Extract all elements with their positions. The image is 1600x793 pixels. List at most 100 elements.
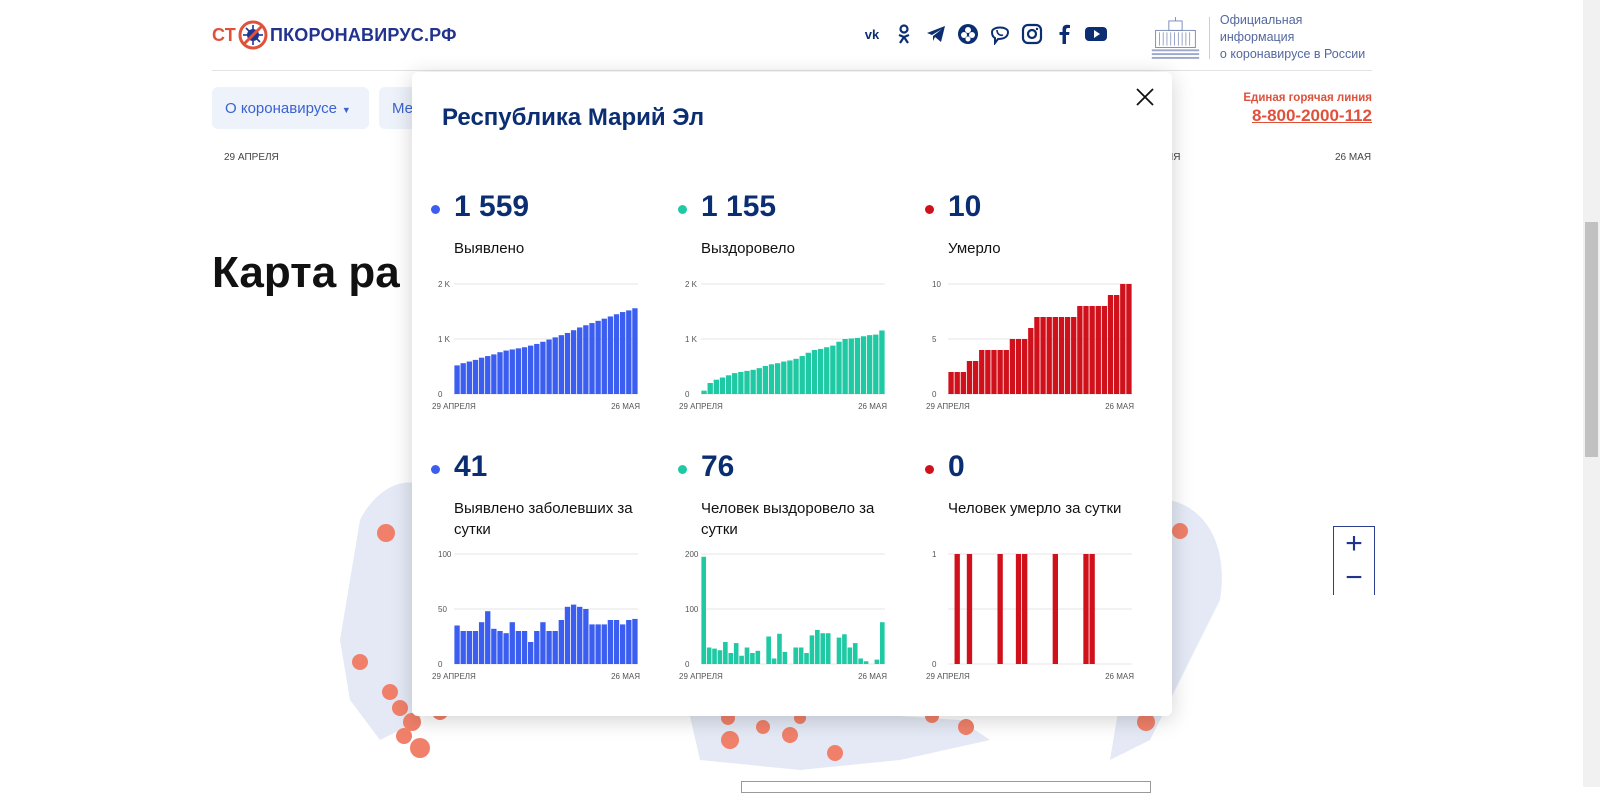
chart-bar: [1083, 306, 1089, 394]
chart-bar: [1089, 554, 1095, 664]
chart-bar: [948, 372, 954, 394]
stat-bar-chart: 1 0 29 АПРЕЛЯ 26 МАЯ: [926, 550, 1134, 681]
chart-bar: [528, 345, 534, 394]
x-tick-label-start: 29 АПРЕЛЯ: [432, 402, 476, 411]
facebook-icon[interactable]: [1052, 22, 1076, 46]
stat-label: Выздоровело: [701, 240, 796, 257]
x-tick-label-end: 26 МАЯ: [611, 672, 640, 681]
chart-bar: [985, 350, 991, 394]
chart-bar: [728, 653, 734, 664]
chart-bar: [954, 372, 960, 394]
chart-bar: [732, 373, 738, 394]
chart-bar: [991, 350, 997, 394]
chart-bar: [738, 372, 744, 394]
x-tick-label-end: 26 МАЯ: [1105, 672, 1134, 681]
chart-bar: [799, 356, 805, 394]
chart-bar: [1003, 350, 1009, 394]
y-tick-label: 2 K: [685, 280, 698, 289]
chart-bar: [707, 383, 713, 394]
chart-bar: [815, 629, 820, 664]
chart-bar: [540, 341, 546, 394]
ok-icon[interactable]: [892, 22, 916, 46]
chart-bar: [1083, 554, 1089, 664]
chart-bar: [466, 361, 472, 394]
chart-bar: [601, 624, 607, 664]
chart-bar: [613, 620, 620, 664]
hotline-number[interactable]: 8-800-2000-112: [1251, 106, 1372, 125]
chart-bar: [491, 628, 497, 664]
timeline-date-start: 29 АПРЕЛЯ: [224, 152, 279, 163]
y-tick-label: 2 K: [438, 280, 451, 289]
chart-bar: [515, 348, 522, 394]
nav-about-coronavirus[interactable]: О коронавирусе ▼: [212, 87, 369, 129]
chart-bar: [873, 334, 879, 394]
viber-icon[interactable]: [988, 22, 1012, 46]
page-scrollbar[interactable]: [1583, 0, 1600, 787]
chart-bar: [620, 312, 626, 394]
chart-bar: [744, 370, 750, 394]
chart-bar: [997, 554, 1003, 664]
chart-bar: [824, 347, 830, 394]
stat-value: 76: [701, 450, 735, 483]
chart-bar: [534, 631, 540, 664]
chart-bar: [966, 554, 973, 664]
chart-bar: [589, 624, 595, 664]
chart-bar: [842, 634, 847, 664]
government-info-link[interactable]: Официальная информация о коронавирусе в …: [1148, 12, 1372, 63]
divider: [1208, 16, 1210, 59]
site-logo[interactable]: СТ ПКОРОНАВИРУС.РФ: [212, 20, 457, 50]
zoom-out-button[interactable]: −: [1345, 561, 1363, 594]
logo-text-part1: СТ: [212, 24, 236, 45]
chart-bar: [1058, 317, 1065, 394]
chart-bar: [552, 337, 558, 394]
chart-bar: [1089, 306, 1095, 394]
chart-bar: [460, 363, 466, 394]
chart-bar: [1040, 317, 1046, 394]
chart-bar: [863, 661, 869, 664]
chart-bar: [595, 320, 601, 394]
instagram-icon[interactable]: [1020, 22, 1044, 46]
chart-bar: [460, 631, 466, 664]
chart-bar: [1015, 554, 1022, 664]
chart-bar: [564, 332, 571, 394]
chart-bar: [466, 631, 472, 664]
chart-bar: [601, 318, 607, 394]
chart-bar: [515, 631, 522, 664]
hotline: Единая горячая линия 8-800-2000-112: [1243, 92, 1372, 126]
chart-bar: [805, 352, 811, 394]
chart-bar: [1114, 295, 1120, 394]
chart-bar: [1107, 295, 1114, 394]
chart-bar: [782, 651, 788, 664]
telegram-icon[interactable]: [924, 22, 948, 46]
close-icon[interactable]: [1134, 86, 1156, 108]
chart-bar: [1101, 306, 1108, 394]
logo-text-part2: ПКОРОНАВИРУС.РФ: [269, 24, 457, 45]
timeline-date-end: 26 МАЯ: [1335, 152, 1372, 163]
chart-bar: [781, 361, 787, 394]
y-tick-label: 0: [685, 660, 690, 669]
chart-bar: [739, 655, 744, 664]
chart-bar: [546, 339, 552, 394]
viber-flower-icon[interactable]: [956, 22, 980, 46]
stat-card: 1 559 Выявлено 2 K 1 K 0 29 АПРЕЛЯ 26 МАЯ: [430, 178, 670, 438]
vk-icon[interactable]: vk: [864, 26, 880, 42]
x-tick-label-end: 26 МАЯ: [858, 672, 887, 681]
region-title: Республика Марий Эл: [442, 104, 705, 131]
chart-bar: [626, 620, 632, 664]
chart-bar: [503, 633, 509, 664]
y-tick-label: 0: [932, 390, 937, 399]
youtube-icon[interactable]: [1084, 22, 1108, 46]
stat-card: 0 Человек умерло за сутки 1 0 29 АПРЕЛЯ 26 МА…: [924, 438, 1164, 698]
chart-bar: [540, 622, 546, 664]
y-tick-label: 0: [438, 390, 443, 399]
x-tick-label-end: 26 МАЯ: [1105, 402, 1134, 411]
hotline-label: Единая горячая линия: [1243, 92, 1372, 104]
chart-bar: [817, 348, 824, 394]
chart-bar: [997, 350, 1003, 394]
zoom-in-button[interactable]: +: [1345, 527, 1363, 560]
stat-label: Выявлено заболевших за сутки: [454, 500, 633, 538]
chart-bar: [558, 620, 564, 664]
stat-value: 0: [948, 450, 965, 483]
chart-bar: [552, 631, 558, 664]
scrollbar-thumb[interactable]: [1585, 222, 1598, 457]
